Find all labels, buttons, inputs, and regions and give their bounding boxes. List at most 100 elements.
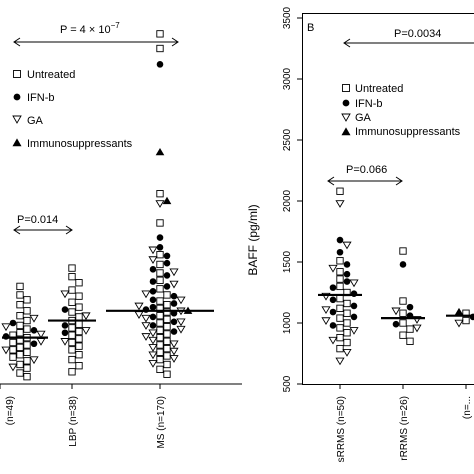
panel-a-point-untreated-0-0 bbox=[16, 282, 24, 291]
panel-b-point-ifn-b-0-9 bbox=[329, 308, 337, 316]
panel-a-point-ga-0-4 bbox=[1, 346, 11, 355]
panel-a-point-ga-2-18 bbox=[134, 302, 144, 311]
panel-a-point-ga-2-33 bbox=[148, 360, 158, 368]
panel-a-point-ifn-b-2-23 bbox=[149, 313, 157, 321]
panel-a-point-untreated-0-4 bbox=[23, 307, 31, 315]
legend-a-immunosuppressants-label: Immunosuppressants bbox=[27, 138, 133, 150]
panel-b-point-ga-0-7 bbox=[349, 327, 359, 335]
panel-a-point-untreated-1-33 bbox=[75, 313, 83, 321]
panel-b-y-tick-label-3: 2000 bbox=[282, 189, 293, 212]
panel-a-point-untreated-2-67 bbox=[156, 333, 164, 342]
panel-b-y-tick-label-0: 500 bbox=[282, 375, 293, 392]
panel-b-point-ga-0-0 bbox=[335, 200, 345, 208]
panel-a-point-ifn-b-0-1 bbox=[30, 327, 38, 334]
panel-a-point-untreated-1-35 bbox=[75, 320, 83, 328]
panel-a-point-ga-2-30 bbox=[169, 347, 179, 356]
panel-a-point-untreated-0-2 bbox=[23, 296, 31, 304]
panel-a-point-untreated-0-8 bbox=[23, 325, 31, 333]
panel-a-point-untreated-2-70 bbox=[163, 344, 171, 353]
panel-a-point-ifn-b-2-12 bbox=[149, 266, 157, 273]
panel-a-point-untreated-2-62 bbox=[163, 315, 171, 323]
panel-a-point-ga-0-3 bbox=[36, 338, 46, 346]
panel-a-point-ga-2-17 bbox=[176, 296, 186, 305]
panel-b-point-ifn-b-0-1 bbox=[336, 248, 344, 256]
panel-a-point-ifn-b-2-15 bbox=[163, 283, 171, 290]
panel-a-point-ga-1-8 bbox=[81, 312, 91, 321]
panel-a-category-label-0: (n=49) bbox=[5, 396, 16, 425]
panel-b-point-ga-0-1 bbox=[342, 241, 352, 250]
panel-a-point-untreated-1-26 bbox=[68, 272, 76, 281]
panel-a-point-ifn-b-2-20 bbox=[149, 303, 157, 311]
panel-a-point-untreated-0-19 bbox=[9, 353, 17, 361]
panel-a-point-ga-2-26 bbox=[141, 333, 151, 341]
panel-b-point-ifn-b-1-13 bbox=[406, 303, 414, 311]
legend-b-immunosuppressants-label: Immunosuppressants bbox=[355, 126, 461, 138]
panel-a-category-label-1: LBP (n=38) bbox=[68, 396, 79, 447]
panel-b-category-label-1: rRRMS (n=26) bbox=[399, 396, 410, 461]
panel-a-point-ga-2-31 bbox=[148, 351, 158, 360]
panel-a-point-untreated-1-36 bbox=[68, 324, 76, 332]
legend-a-immunosuppressants-marker bbox=[12, 138, 22, 147]
panel-a-point-untreated-2-64 bbox=[163, 323, 171, 331]
panel-a-point-untreated-2-58 bbox=[163, 301, 171, 309]
panel-b-label: B bbox=[307, 22, 314, 34]
panel-b-point-untreated-0-8 bbox=[336, 304, 344, 313]
panel-a-point-untreated-1-38 bbox=[68, 331, 76, 339]
panel-b-y-axis: 500 1000 1500 2000 2500 3000 3500 bbox=[282, 6, 303, 392]
panel-b-point-ga-0-6 bbox=[321, 317, 331, 326]
panel-b-point-ga-0-3 bbox=[349, 279, 359, 288]
panel-a-point-ifn-b-2-13 bbox=[163, 272, 171, 279]
panel-a-point-ifn-b-2-14 bbox=[149, 278, 157, 285]
panel-b-point-untreated-0-16 bbox=[336, 344, 344, 353]
panel-b-point-untreated-0-3 bbox=[336, 275, 344, 283]
panel-a-medians bbox=[2, 309, 214, 339]
panel-b-point-untreated-1-20 bbox=[399, 319, 407, 327]
panel-a-point-untreated-0-1 bbox=[16, 291, 24, 299]
panel-a-point-ifn-b-2-24 bbox=[170, 318, 178, 326]
panel-a-point-untreated-1-41 bbox=[75, 342, 83, 350]
panel-a-point-ga-2-20 bbox=[134, 311, 144, 319]
panel-b-point-untreated-0-15 bbox=[343, 338, 351, 347]
panel-a-point-untreated-0-14 bbox=[23, 341, 31, 349]
panel-b-point-ifn-b-0-8 bbox=[350, 302, 358, 310]
panel-a: P = 4 × 10−7 P=0.014 Untreated IFN-b GA … bbox=[0, 21, 242, 449]
panel-a-category-label-2: MS (n=170) bbox=[156, 396, 167, 449]
panel-a-point-untreated-2-68 bbox=[163, 337, 171, 345]
panel-a-point-ga-2-14 bbox=[169, 268, 179, 277]
panel-a-point-untreated-2-56 bbox=[163, 291, 171, 299]
panel-b-point-untreated-0-4 bbox=[336, 282, 344, 291]
panel-a-point-untreated-2-63 bbox=[156, 319, 164, 327]
panel-b-point-untreated-0-9 bbox=[343, 309, 351, 317]
panel-a-point-ifn-b-1-5 bbox=[61, 322, 69, 329]
p-value-label-a2: P=0.014 bbox=[17, 214, 58, 226]
panel-b-point-untreated-2-25 bbox=[462, 316, 470, 325]
panel-b-frame bbox=[302, 13, 474, 385]
panel-a-point-untreated-2-71 bbox=[156, 348, 164, 356]
legend-a-untreated-marker bbox=[13, 70, 21, 78]
panel-a-point-ga-1-10 bbox=[60, 338, 70, 346]
panel-a-point-untreated-2-48 bbox=[156, 30, 164, 38]
panel-b-point-ga-1-13 bbox=[412, 324, 422, 333]
panel-b-y-axis-label: BAFF (pg/ml) bbox=[246, 204, 260, 275]
significance-arrow-b1 bbox=[343, 38, 474, 48]
panel-a-point-untreated-0-21 bbox=[16, 360, 24, 369]
panel-b-point-ga-0-9 bbox=[342, 349, 352, 357]
panel-a-point-untreated-0-7 bbox=[16, 321, 24, 330]
panel-b-point-untreated-0-12 bbox=[336, 324, 344, 332]
panel-b-point-ifn-b-1-12 bbox=[399, 261, 407, 268]
panel-a-point-untreated-0-23 bbox=[16, 369, 24, 377]
panel-b-point-ifn-b-0-3 bbox=[343, 270, 351, 278]
panel-b-point-ifn-b-0-10 bbox=[350, 313, 358, 321]
panel-a-point-untreated-1-46 bbox=[68, 368, 76, 376]
panel-a-point-immunosuppressants-2-0 bbox=[155, 148, 165, 156]
panel-b-point-ifn-b-0-7 bbox=[329, 296, 337, 304]
panel-b-y-tick-label-5: 3000 bbox=[282, 67, 293, 90]
panel-a-point-untreated-0-18 bbox=[16, 351, 24, 359]
panel-b-y-tick-label-4: 2500 bbox=[282, 128, 293, 151]
legend-b-untreated-marker bbox=[342, 84, 350, 92]
panel-b-point-untreated-1-23 bbox=[406, 337, 414, 345]
panel-a-point-untreated-2-51 bbox=[156, 251, 164, 259]
panel-a-point-untreated-0-15 bbox=[16, 343, 24, 352]
p-value-label-b1: P=0.0034 bbox=[394, 28, 441, 40]
